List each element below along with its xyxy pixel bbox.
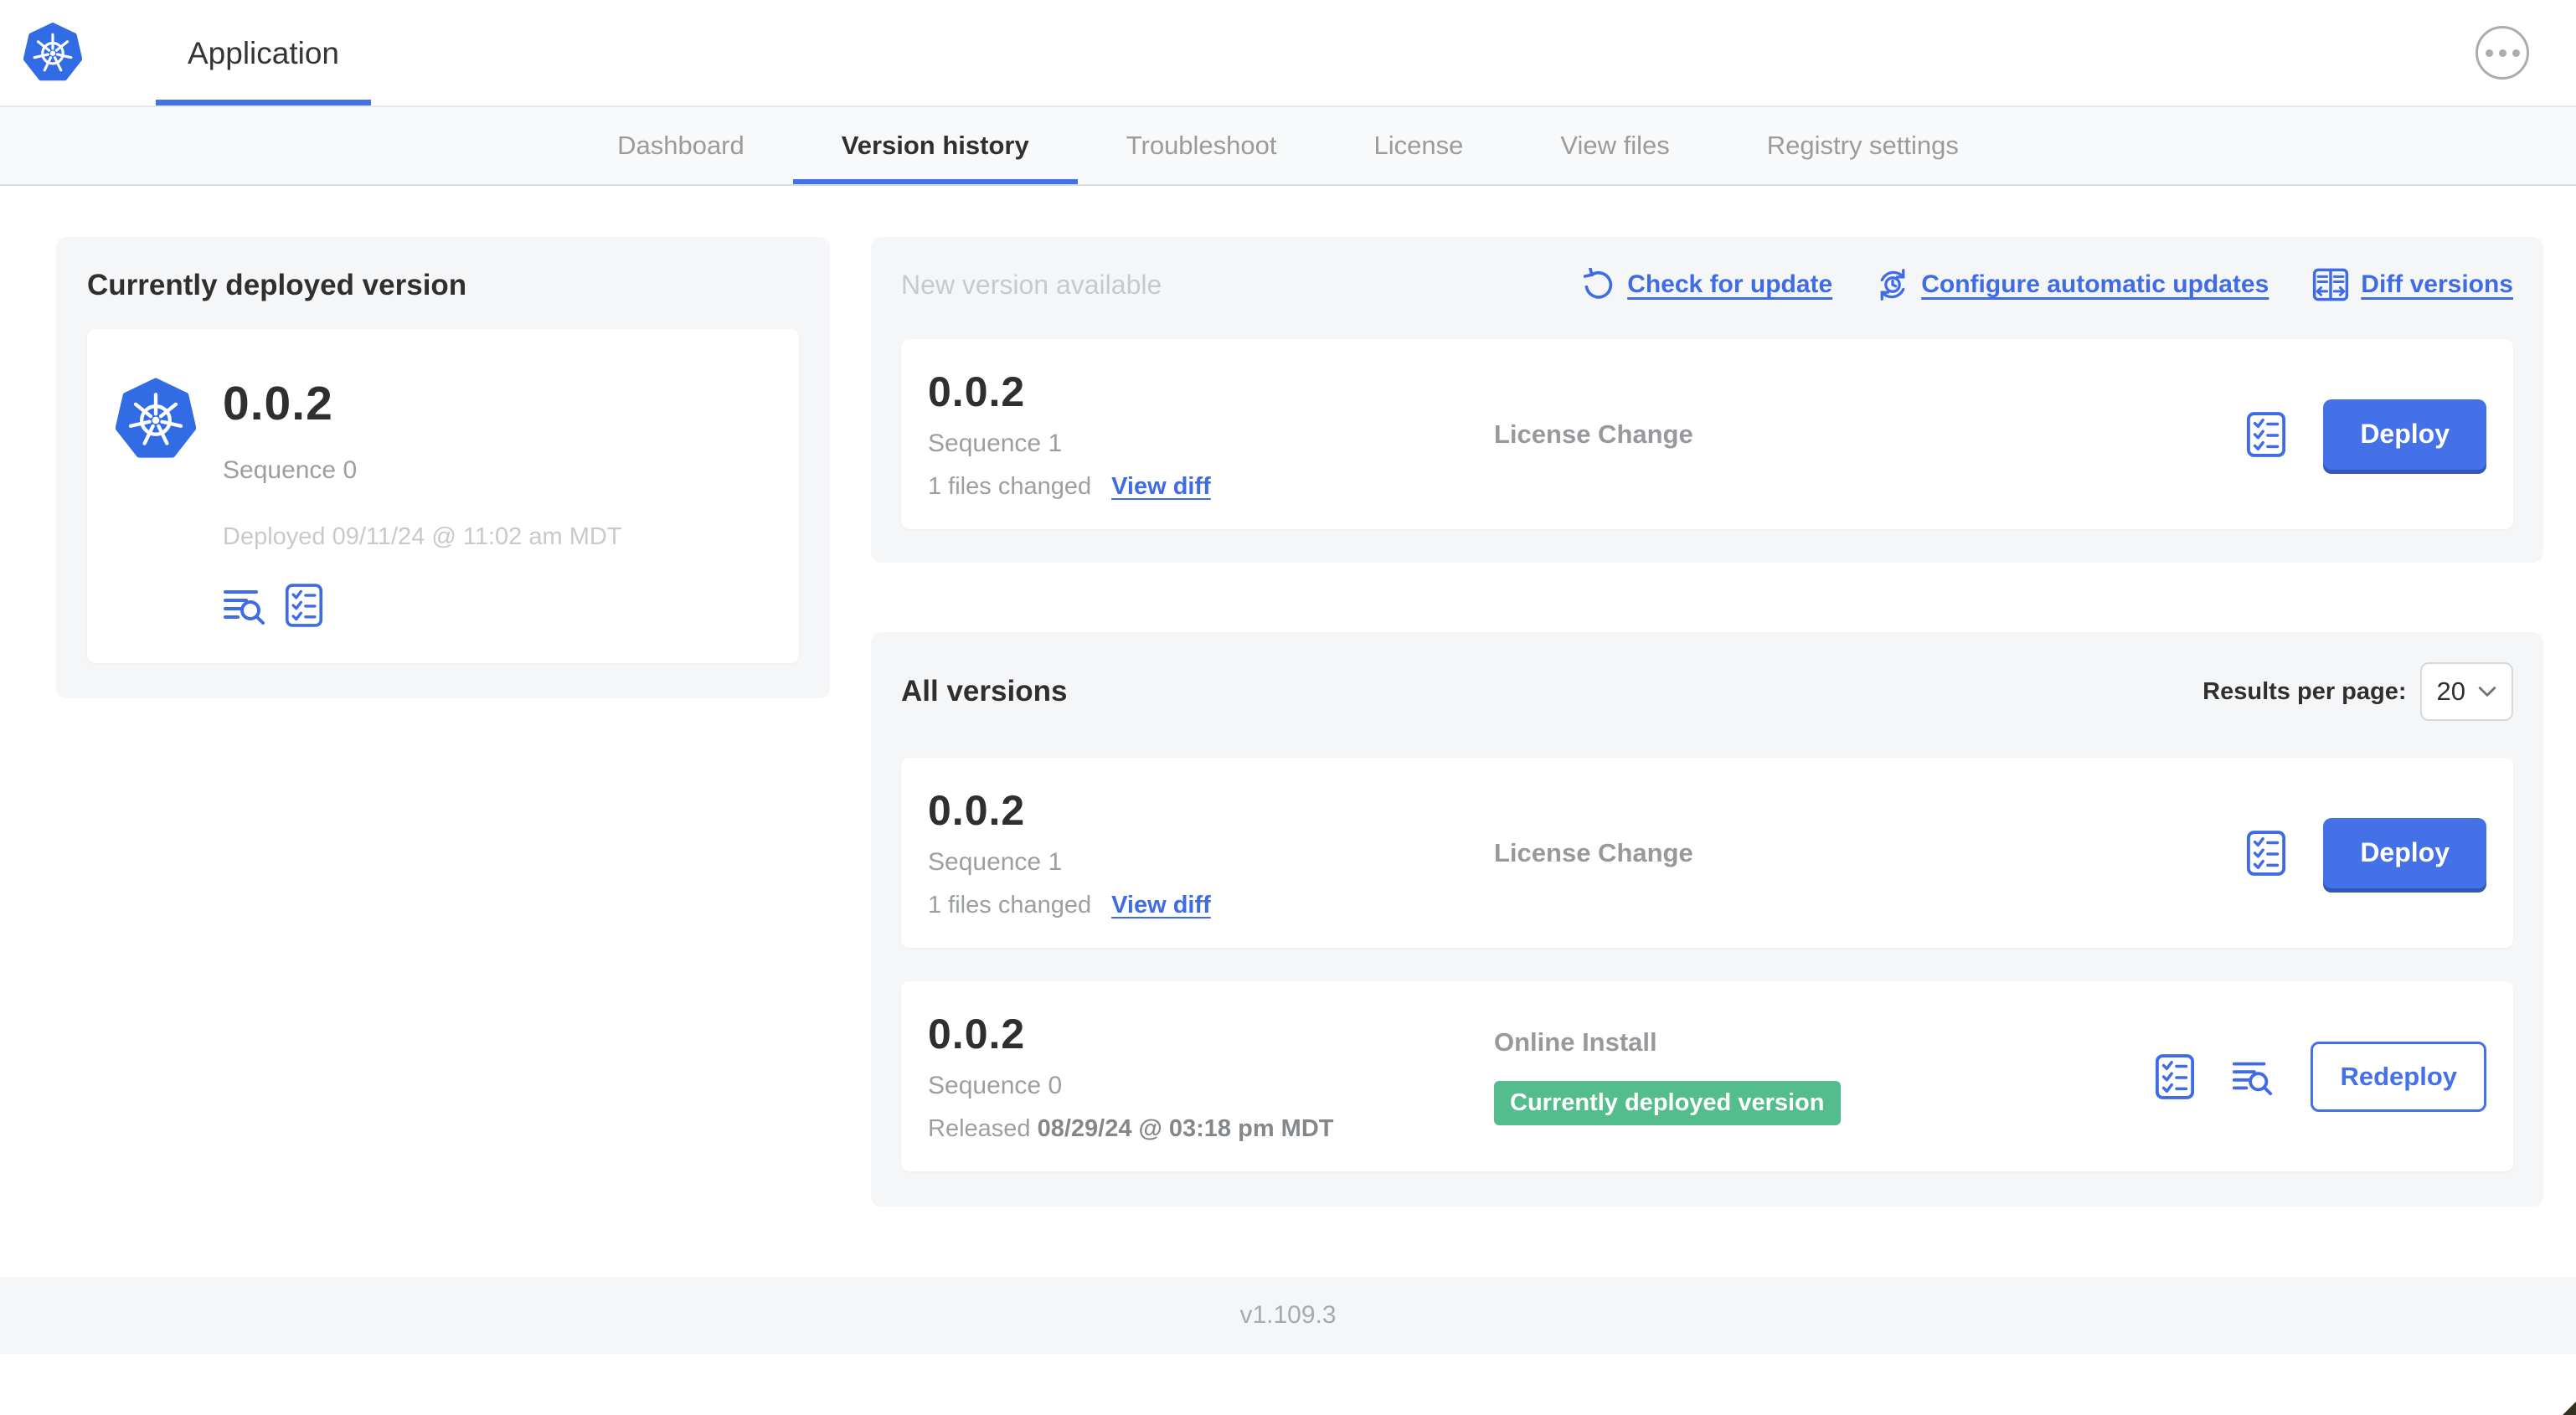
refresh-icon bbox=[1584, 268, 1613, 299]
view-logs-button[interactable] bbox=[223, 584, 266, 627]
footer: v1.109.3 bbox=[0, 1277, 2576, 1354]
preflight-results-button[interactable] bbox=[2246, 830, 2286, 877]
view-diff-link[interactable]: View diff bbox=[1111, 892, 1211, 918]
new-version-title: New version available bbox=[901, 269, 1162, 300]
configure-automatic-updates-link[interactable]: Configure automatic updates bbox=[1876, 268, 2269, 301]
check-for-update-link[interactable]: Check for update bbox=[1582, 268, 1832, 301]
sync-clock-icon bbox=[1880, 269, 1905, 301]
view-diff-link[interactable]: View diff bbox=[1111, 473, 1211, 500]
version-source: License Change bbox=[1494, 837, 1693, 867]
version-row: 0.0.2 Sequence 0 Released 08/29/24 @ 03:… bbox=[901, 981, 2513, 1171]
cursor-artifact bbox=[2563, 1402, 2576, 1415]
more-options-button[interactable] bbox=[2476, 26, 2529, 80]
app-tab[interactable]: Application bbox=[156, 0, 372, 105]
view-logs-icon bbox=[224, 590, 265, 625]
diff-columns-icon bbox=[2313, 268, 2349, 301]
currently-deployed-badge: Currently deployed version bbox=[1494, 1081, 1841, 1125]
version-source: Online Install bbox=[1494, 1027, 1657, 1057]
chevron-down-icon bbox=[2478, 686, 2496, 697]
currently-deployed-card: 0.0.2 Sequence 0 Deployed 09/11/24 @ 11:… bbox=[87, 329, 799, 663]
current-version-number: 0.0.2 bbox=[223, 377, 333, 430]
view-logs-button[interactable] bbox=[2232, 1056, 2274, 1098]
tab-view-files[interactable]: View files bbox=[1560, 131, 1670, 160]
diff-versions-link[interactable]: Diff versions bbox=[2312, 267, 2513, 302]
redeploy-button[interactable]: Redeploy bbox=[2311, 1041, 2486, 1112]
app-title: Application bbox=[188, 35, 340, 70]
version-sequence: Sequence 1 bbox=[928, 430, 1063, 457]
preflight-results-button[interactable] bbox=[2246, 411, 2286, 458]
main-content: Currently deployed version bbox=[0, 186, 2576, 1207]
version-released-timestamp: Released 08/29/24 @ 03:18 pm MDT bbox=[928, 1115, 1334, 1142]
tab-troubleshoot[interactable]: Troubleshoot bbox=[1126, 131, 1277, 160]
nav-tabs: Dashboard Version history Troubleshoot L… bbox=[0, 107, 2576, 186]
results-per-page-select[interactable]: 20 bbox=[2419, 662, 2513, 721]
current-version-sequence: Sequence 0 bbox=[223, 456, 358, 484]
tab-registry-settings[interactable]: Registry settings bbox=[1766, 131, 1959, 160]
tab-version-history[interactable]: Version history bbox=[792, 107, 1078, 184]
ellipsis-icon bbox=[2485, 49, 2520, 57]
checklist-icon bbox=[2247, 830, 2286, 876]
kubernetes-logo bbox=[23, 22, 82, 84]
tab-license[interactable]: License bbox=[1373, 131, 1464, 160]
checklist-icon bbox=[285, 584, 323, 627]
currently-deployed-panel: Currently deployed version bbox=[56, 237, 830, 698]
deploy-button[interactable]: Deploy bbox=[2323, 399, 2486, 470]
version-row: 0.0.2 Sequence 1 1 files changed View di… bbox=[901, 758, 2513, 948]
results-per-page-value: 20 bbox=[2436, 677, 2465, 706]
all-versions-title: All versions bbox=[901, 675, 1068, 708]
new-version-section: New version available Check for update bbox=[871, 237, 2543, 563]
preflight-results-button[interactable] bbox=[285, 583, 323, 628]
current-version-deployed-timestamp: Deployed 09/11/24 @ 11:02 am MDT bbox=[223, 523, 622, 550]
view-logs-icon bbox=[2233, 1062, 2273, 1095]
app-header: Application bbox=[0, 0, 2576, 107]
checklist-icon bbox=[2156, 1053, 2195, 1099]
deploy-button[interactable]: Deploy bbox=[2323, 817, 2486, 888]
results-per-page-label: Results per page: bbox=[2202, 677, 2407, 705]
kubernetes-logo bbox=[116, 378, 196, 461]
version-source: License Change bbox=[1494, 419, 1693, 449]
checklist-icon bbox=[2247, 411, 2286, 457]
version-number: 0.0.2 bbox=[928, 1011, 1026, 1057]
right-column: New version available Check for update bbox=[871, 237, 2543, 1207]
files-changed: 1 files changed bbox=[928, 473, 1092, 500]
files-changed: 1 files changed bbox=[928, 892, 1092, 918]
version-number: 0.0.2 bbox=[928, 368, 1026, 415]
preflight-results-button[interactable] bbox=[2155, 1053, 2195, 1100]
new-version-card: 0.0.2 Sequence 1 1 files changed View di… bbox=[901, 339, 2513, 529]
all-versions-section: All versions Results per page: 20 bbox=[871, 632, 2543, 1207]
version-number: 0.0.2 bbox=[928, 787, 1026, 834]
version-sequence: Sequence 1 bbox=[928, 848, 1063, 876]
currently-deployed-title: Currently deployed version bbox=[87, 269, 467, 301]
version-sequence: Sequence 0 bbox=[928, 1072, 1063, 1099]
console-version: v1.109.3 bbox=[1239, 1301, 1337, 1329]
tab-dashboard[interactable]: Dashboard bbox=[617, 131, 744, 160]
